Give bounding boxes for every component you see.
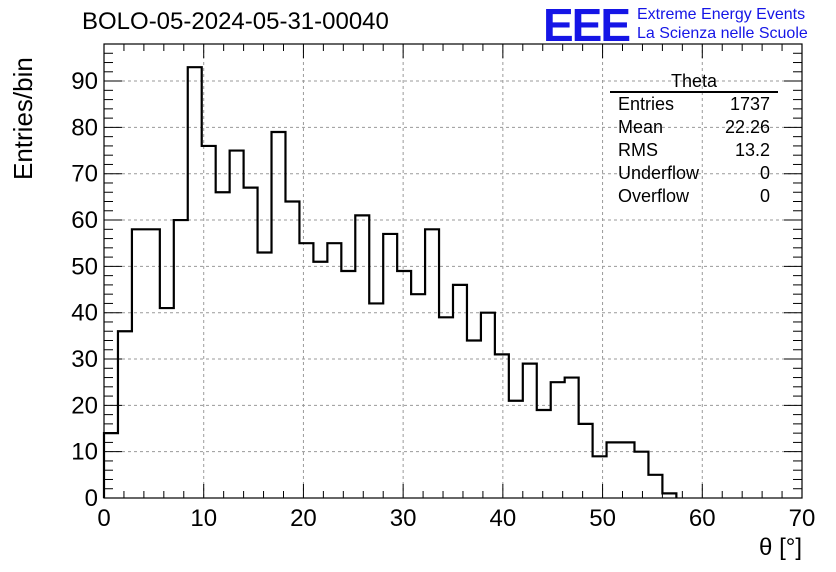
stats-row-underflow: Underflow 0 bbox=[610, 162, 778, 185]
histogram-bin bbox=[411, 294, 425, 498]
histogram-bin bbox=[593, 456, 607, 498]
y-tick-label: 90 bbox=[71, 68, 98, 95]
stats-label: Overflow bbox=[618, 186, 690, 206]
histogram-bin bbox=[313, 262, 327, 498]
y-tick-label: 30 bbox=[71, 346, 98, 373]
stats-value: 0 bbox=[759, 186, 770, 206]
chart-title: BOLO-05-2024-05-31-00040 bbox=[82, 8, 389, 35]
stats-row-rms: RMS 13.2 bbox=[610, 139, 778, 162]
stats-label: Mean bbox=[618, 117, 664, 137]
stats-row-overflow: Overflow 0 bbox=[610, 185, 778, 208]
histogram-bin bbox=[272, 132, 286, 498]
stats-value: 13.2 bbox=[734, 140, 770, 160]
plot-frame bbox=[103, 43, 803, 499]
histogram-bin bbox=[634, 452, 648, 498]
stats-value: 1737 bbox=[729, 94, 770, 114]
y-tick-label: 80 bbox=[71, 114, 98, 141]
x-tick-label: 30 bbox=[390, 505, 417, 532]
histogram-bin bbox=[369, 303, 383, 498]
grid-lines bbox=[104, 44, 802, 498]
histogram-bin bbox=[621, 442, 635, 498]
logo-line-2: La Scienza nelle Scuole bbox=[637, 25, 808, 42]
stats-row-mean: Mean 22.26 bbox=[610, 116, 778, 139]
stats-value: 0 bbox=[759, 163, 770, 183]
tick-labels: 0 10 20 30 40 50 60 70 80 90 0 10 20 30 40 50 60 70 bbox=[71, 68, 815, 532]
histogram-bin bbox=[467, 340, 481, 498]
histogram-bin bbox=[230, 151, 244, 498]
eee-logo: EEE bbox=[543, 0, 631, 51]
histogram-bin bbox=[439, 317, 453, 498]
histogram-bin bbox=[118, 331, 132, 498]
histogram-bin bbox=[565, 378, 579, 498]
stats-title: Theta bbox=[610, 70, 778, 93]
x-tick-label: 0 bbox=[97, 505, 110, 532]
histogram-bin bbox=[523, 364, 537, 498]
stats-value: 22.26 bbox=[724, 117, 770, 137]
histogram-bin bbox=[299, 243, 313, 498]
x-tick-label: 60 bbox=[689, 505, 716, 532]
x-tick-label: 20 bbox=[290, 505, 317, 532]
histogram-bin bbox=[453, 285, 467, 498]
histogram-bin bbox=[383, 234, 397, 498]
histogram-bars bbox=[102, 66, 678, 498]
histogram-bin bbox=[216, 192, 230, 498]
stats-label: Entries bbox=[618, 94, 675, 114]
histogram-bin bbox=[579, 424, 593, 498]
histogram-bin bbox=[355, 215, 369, 498]
histogram-bin bbox=[397, 271, 411, 498]
x-tick-label: 40 bbox=[490, 505, 517, 532]
histogram-bin bbox=[425, 229, 439, 498]
stats-label: RMS bbox=[618, 140, 658, 160]
stats-label: Underflow bbox=[618, 163, 700, 183]
y-tick-label: 40 bbox=[71, 300, 98, 327]
y-tick-label: 0 bbox=[85, 485, 98, 512]
y-tick-label: 10 bbox=[71, 439, 98, 466]
histogram-bin bbox=[648, 475, 662, 498]
histogram-bin bbox=[509, 401, 523, 498]
histogram-bin bbox=[132, 229, 146, 498]
x-tick-label: 10 bbox=[190, 505, 217, 532]
histogram-bin bbox=[146, 229, 160, 498]
histogram-bin bbox=[551, 382, 565, 498]
x-tick-label: 70 bbox=[789, 505, 816, 532]
histogram-bin bbox=[537, 410, 551, 498]
histogram-bin bbox=[607, 442, 621, 498]
histogram-bin bbox=[495, 354, 509, 498]
histogram-outline bbox=[102, 66, 678, 498]
histogram-bin bbox=[188, 67, 202, 498]
histogram-bin bbox=[258, 252, 272, 498]
y-tick-label: 20 bbox=[71, 392, 98, 419]
x-tick-label: 50 bbox=[589, 505, 616, 532]
logo-text: Extreme Energy Events La Scienza nelle S… bbox=[637, 5, 808, 43]
histogram-bin bbox=[174, 220, 188, 498]
y-tick-label: 50 bbox=[71, 253, 98, 280]
y-tick-label: 60 bbox=[71, 207, 98, 234]
y-axis-label: Entries/bin bbox=[8, 57, 38, 180]
x-axis-label: θ [°] bbox=[759, 534, 802, 561]
y-tick-label: 70 bbox=[71, 161, 98, 188]
histogram-bin bbox=[327, 243, 341, 498]
histogram-bin bbox=[285, 202, 299, 498]
histogram-bin bbox=[341, 271, 355, 498]
stats-box: Theta Entries 1737 Mean 22.26 RMS 13.2 U… bbox=[610, 70, 778, 208]
logo-line-1: Extreme Energy Events bbox=[637, 6, 806, 23]
histogram-bin bbox=[160, 308, 174, 498]
stats-row-entries: Entries 1737 bbox=[610, 93, 778, 116]
